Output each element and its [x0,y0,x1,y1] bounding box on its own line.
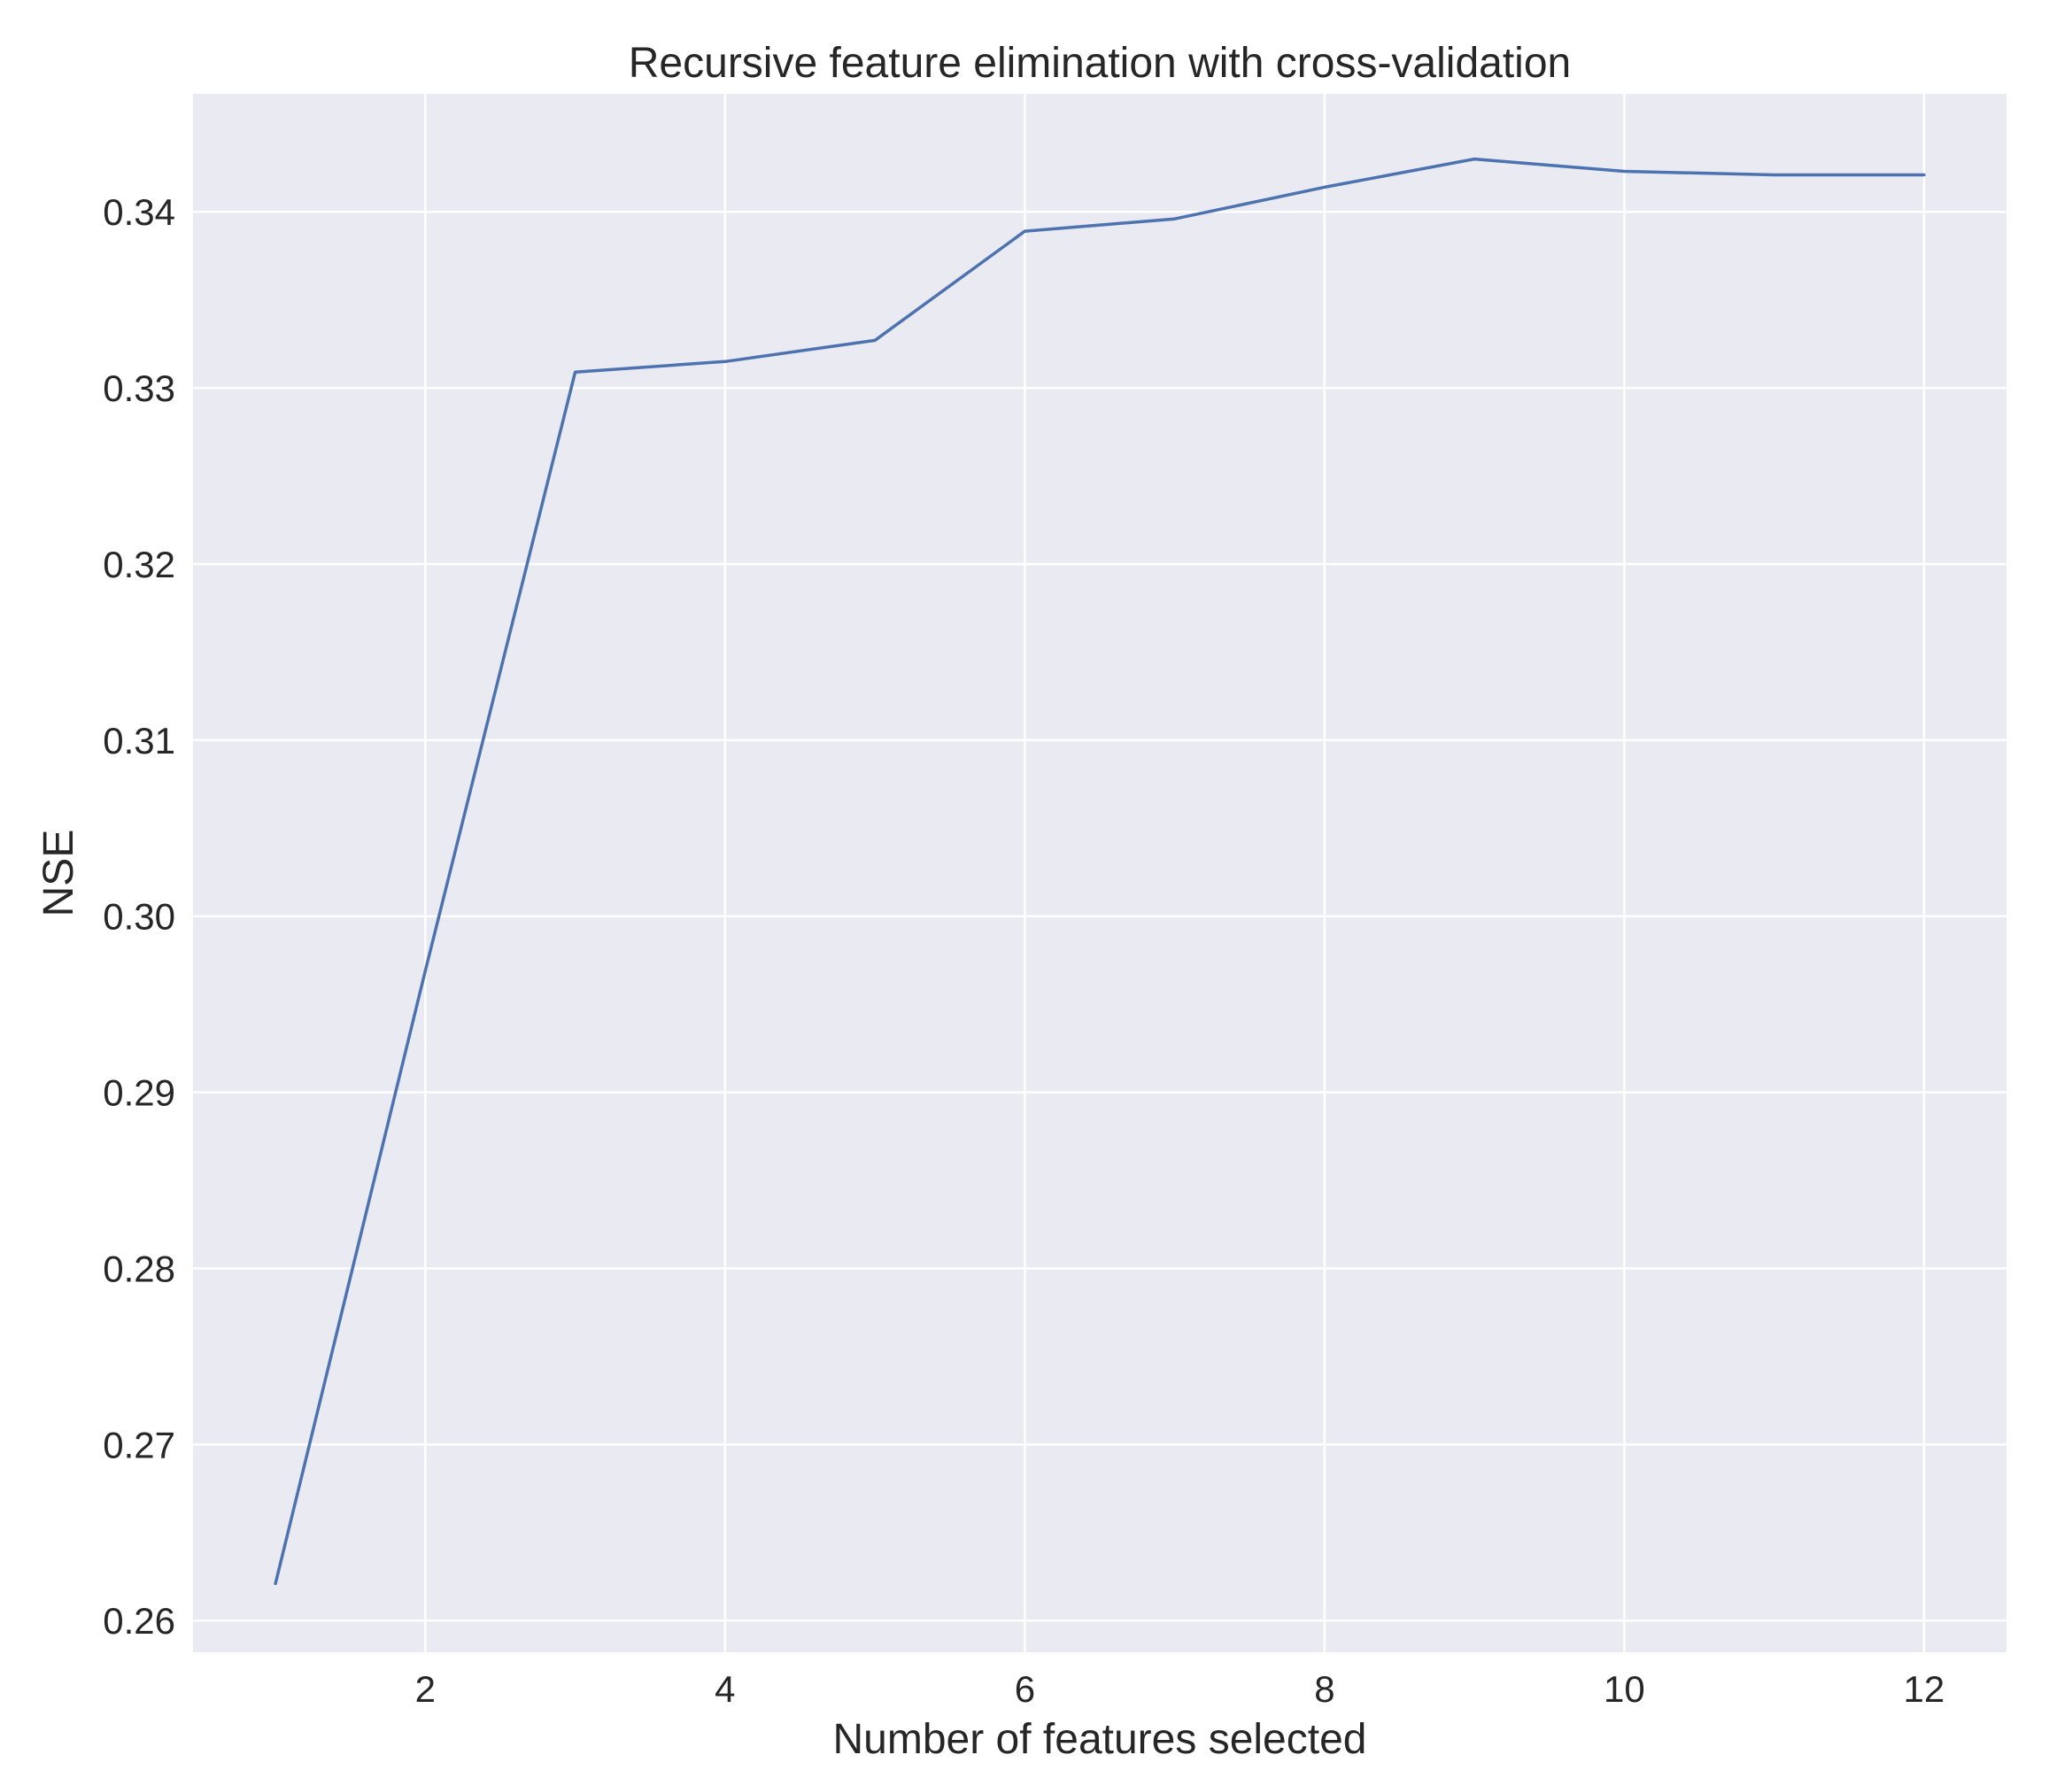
series-layer [274,157,1926,1586]
x-tick-label: 6 [1015,1668,1035,1710]
y-tick-label: 0.30 [103,896,175,938]
y-tick-label: 0.32 [103,544,175,585]
y-tick-label: 0.26 [103,1600,175,1642]
plot-area [193,94,2006,1652]
y-grid [193,210,2006,1622]
x-tick-label: 2 [415,1668,436,1710]
x-axis-label: Number of features selected [833,1716,1367,1763]
x-grid [424,94,1926,1652]
y-tick-label: 0.31 [103,720,175,761]
y-tick-label: 0.27 [103,1424,175,1465]
x-tick-label: 8 [1314,1668,1334,1710]
y-tick-labels: 0.26 0.27 0.28 0.29 0.30 0.31 0.32 0.33 0.34 [103,191,175,1642]
y-axis-label: NSE [35,830,82,917]
series-line [274,157,1926,1586]
x-tick-label: 10 [1604,1668,1645,1710]
y-tick-label: 0.28 [103,1248,175,1289]
x-tick-label: 4 [715,1668,735,1710]
chart-title: Recursive feature elimination with cross… [629,40,1571,87]
y-tick-label: 0.34 [103,191,175,233]
x-tick-label: 12 [1904,1668,1945,1710]
x-tick-labels: 2 4 6 8 10 12 [415,1668,1945,1710]
y-tick-label: 0.29 [103,1072,175,1114]
y-tick-label: 0.33 [103,367,175,409]
